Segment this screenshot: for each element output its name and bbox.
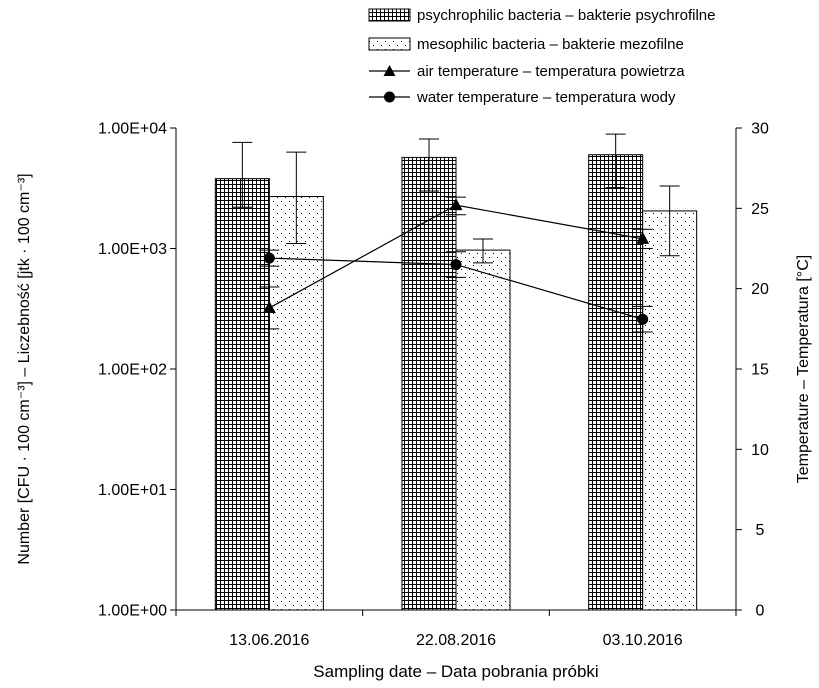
right-tick-label: 5 bbox=[756, 522, 765, 539]
bars bbox=[214, 154, 698, 611]
y-left-axis-label: Number [CFU · 100 cm⁻³] – Liczebność [jt… bbox=[16, 173, 33, 564]
right-tick-label: 25 bbox=[751, 201, 769, 218]
left-tick-label: 1.00E+01 bbox=[98, 482, 167, 499]
legend-swatch-dots bbox=[368, 37, 411, 51]
bar bbox=[588, 154, 644, 611]
x-tick-labels: 13.06.2016 22.08.2016 03.10.2016 bbox=[175, 610, 737, 649]
data-point-triangle bbox=[449, 198, 463, 211]
legend: psychrophilic bacteria – bakterie psychr… bbox=[368, 7, 715, 106]
x-tick-label: 22.08.2016 bbox=[416, 632, 496, 649]
bar bbox=[268, 196, 324, 611]
legend-label: water temperature – temperatura wody bbox=[416, 89, 676, 106]
left-axis-ticks: 1.00E+00 1.00E+01 1.00E+02 1.00E+03 1.00E+04 bbox=[98, 121, 176, 620]
bar bbox=[642, 210, 698, 611]
legend-swatch-grid bbox=[368, 8, 411, 22]
right-tick-label: 10 bbox=[751, 442, 769, 459]
bar bbox=[214, 178, 270, 611]
x-tick-label: 03.10.2016 bbox=[603, 632, 683, 649]
bar-error-bars bbox=[232, 133, 680, 264]
legend-item-air-temperature: air temperature – temperatura powietrza bbox=[369, 63, 685, 80]
right-tick-label: 30 bbox=[751, 121, 769, 138]
legend-label: psychrophilic bacteria – bakterie psychr… bbox=[417, 7, 715, 24]
right-tick-label: 20 bbox=[751, 281, 769, 298]
x-axis-label: Sampling date – Data pobrania próbki bbox=[313, 662, 598, 681]
bar bbox=[401, 156, 457, 611]
legend-item-psychrophilic: psychrophilic bacteria – bakterie psychr… bbox=[368, 7, 715, 24]
right-axis-ticks: 0 5 10 15 20 25 30 bbox=[736, 121, 769, 620]
left-tick-label: 1.00E+04 bbox=[98, 121, 167, 138]
legend-label: air temperature – temperatura powietrza bbox=[417, 63, 685, 80]
right-tick-label: 15 bbox=[751, 362, 769, 379]
circle-marker-icon bbox=[384, 91, 395, 103]
bar bbox=[455, 249, 511, 611]
legend-label: mesophilic bacteria – bakterie mezofilne bbox=[417, 36, 684, 53]
left-tick-label: 1.00E+03 bbox=[98, 241, 167, 258]
data-point-triangle bbox=[262, 300, 276, 313]
data-point-triangle bbox=[636, 231, 650, 244]
x-tick-label: 13.06.2016 bbox=[229, 632, 309, 649]
data-point-circle bbox=[637, 313, 649, 325]
left-tick-label: 1.00E+02 bbox=[98, 362, 167, 379]
triangle-marker-icon bbox=[383, 65, 396, 76]
right-tick-label: 0 bbox=[756, 603, 765, 620]
data-point-circle bbox=[263, 252, 275, 264]
left-tick-label: 1.00E+00 bbox=[98, 603, 167, 620]
legend-item-water-temperature: water temperature – temperatura wody bbox=[369, 89, 676, 106]
legend-item-mesophilic: mesophilic bacteria – bakterie mezofilne bbox=[368, 36, 684, 53]
temperature-lines bbox=[259, 196, 653, 333]
data-point-circle bbox=[450, 259, 462, 271]
y-right-axis-label: Temperature – Temperatura [°C] bbox=[795, 255, 812, 483]
